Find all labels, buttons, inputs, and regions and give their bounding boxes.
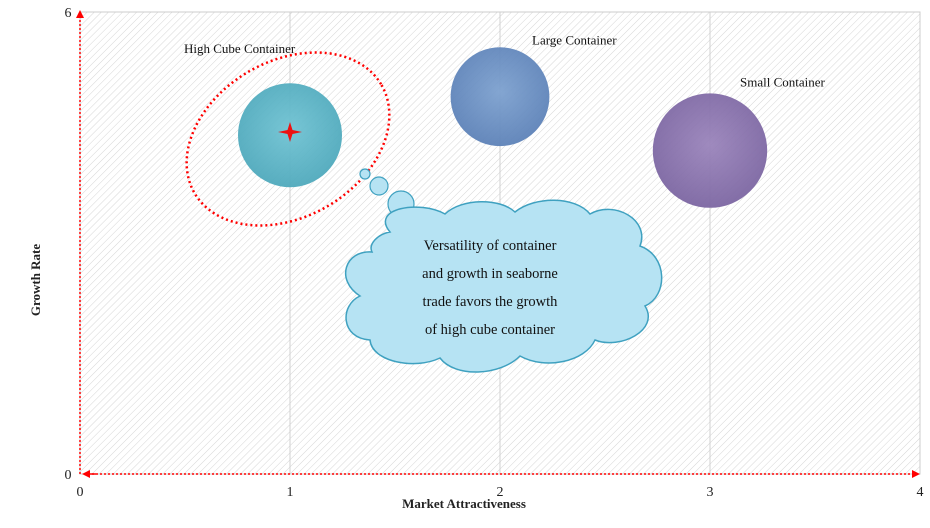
highlight-ellipse (185, 51, 391, 227)
y-tick-label: 0 (65, 468, 72, 483)
bubble-point (450, 47, 550, 147)
callout-line: and growth in seaborne (422, 266, 558, 282)
x-tick-label: 4 (917, 485, 924, 500)
callout-line: Versatility of container (424, 238, 557, 254)
callout-cloud (344, 199, 663, 373)
callout-text: Versatility of container and growth in se… (422, 238, 558, 338)
callout-line: trade favors the growth (423, 294, 559, 310)
highlight-marker-icon (278, 122, 302, 142)
y-tick-label: 6 (65, 6, 72, 21)
bubble-label: High Cube Container (184, 41, 296, 56)
x-axis-title: Market Attractiveness (402, 496, 526, 511)
bubble-label: Small Container (740, 75, 826, 90)
callout-line: of high cube container (425, 322, 555, 338)
tick-labels: 0 1 2 3 4 0 6 (65, 6, 924, 500)
y-axis-title: Growth Rate (28, 244, 43, 317)
bubble-point (652, 93, 768, 208)
x-tick-label: 3 (707, 485, 714, 500)
bubble-label: Large Container (532, 33, 617, 48)
x-tick-label: 1 (287, 485, 294, 500)
x-tick-label: 2 (497, 485, 504, 500)
x-tick-label: 0 (77, 485, 84, 500)
